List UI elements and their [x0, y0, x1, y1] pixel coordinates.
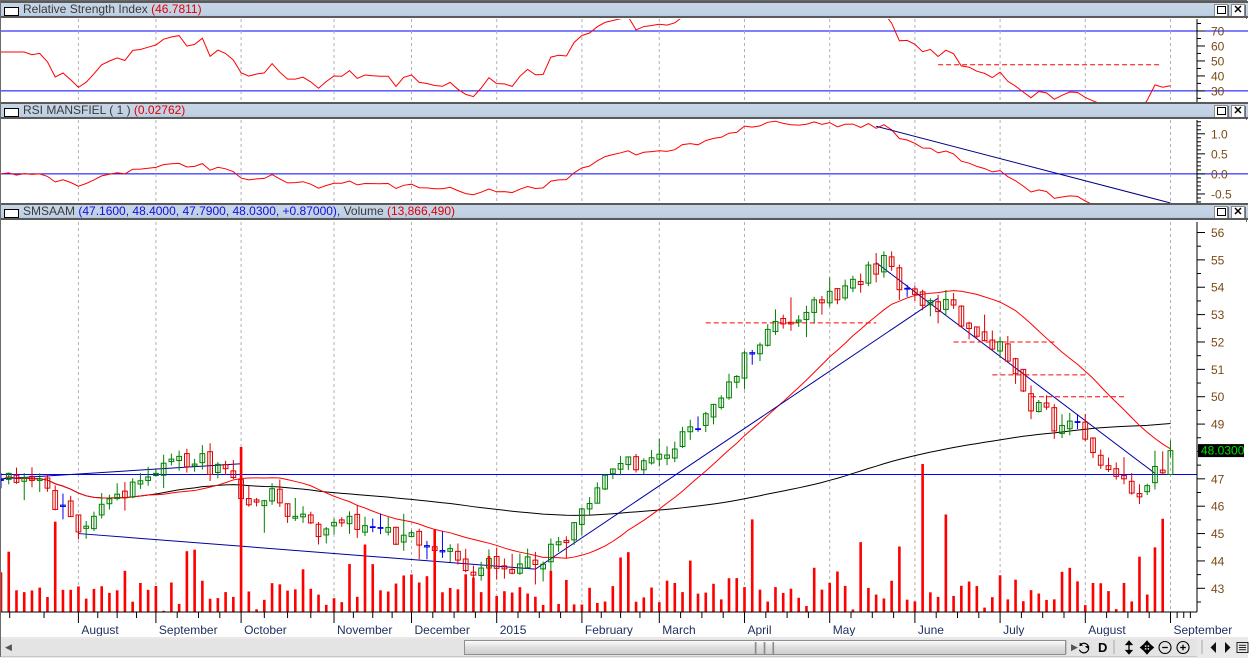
svg-text:July: July — [1003, 623, 1024, 636]
svg-text:June: June — [918, 623, 944, 636]
svg-text:49: 49 — [1211, 418, 1225, 432]
svg-text:45: 45 — [1211, 527, 1225, 541]
svg-text:November: November — [337, 623, 392, 636]
svg-text:50: 50 — [1211, 390, 1225, 404]
svg-text:55: 55 — [1211, 253, 1225, 267]
svg-text:1.0: 1.0 — [1211, 127, 1228, 141]
svg-text:September: September — [159, 623, 218, 636]
svg-text:52: 52 — [1211, 335, 1225, 349]
svg-text:-0.5: -0.5 — [1211, 187, 1232, 201]
svg-text:46: 46 — [1211, 500, 1225, 514]
svg-text:60: 60 — [1211, 39, 1225, 53]
svg-text:0.5: 0.5 — [1211, 147, 1228, 161]
svg-text:March: March — [662, 623, 695, 636]
svg-text:53: 53 — [1211, 308, 1225, 322]
svg-text:October: October — [244, 623, 287, 636]
svg-text:0.0: 0.0 — [1211, 167, 1228, 181]
svg-text:December: December — [415, 623, 470, 636]
svg-text:51: 51 — [1211, 363, 1225, 377]
svg-text:47: 47 — [1211, 472, 1225, 486]
svg-text:August: August — [81, 623, 119, 636]
svg-text:43: 43 — [1211, 582, 1225, 596]
svg-text:September: September — [1174, 623, 1233, 636]
svg-text:56: 56 — [1211, 226, 1225, 240]
svg-text:D: D — [1098, 640, 1107, 655]
svg-text:August: August — [1088, 623, 1126, 636]
svg-text:April: April — [748, 623, 772, 636]
svg-text:30: 30 — [1211, 84, 1225, 98]
svg-text:48.0300: 48.0300 — [1201, 444, 1245, 458]
svg-text:2015: 2015 — [500, 623, 527, 636]
svg-text:50: 50 — [1211, 54, 1225, 68]
svg-text:May: May — [833, 623, 856, 636]
svg-text:40: 40 — [1211, 69, 1225, 83]
svg-text:54: 54 — [1211, 281, 1225, 295]
svg-text:44: 44 — [1211, 554, 1225, 568]
svg-text:February: February — [585, 623, 633, 636]
svg-text:70: 70 — [1211, 25, 1225, 39]
